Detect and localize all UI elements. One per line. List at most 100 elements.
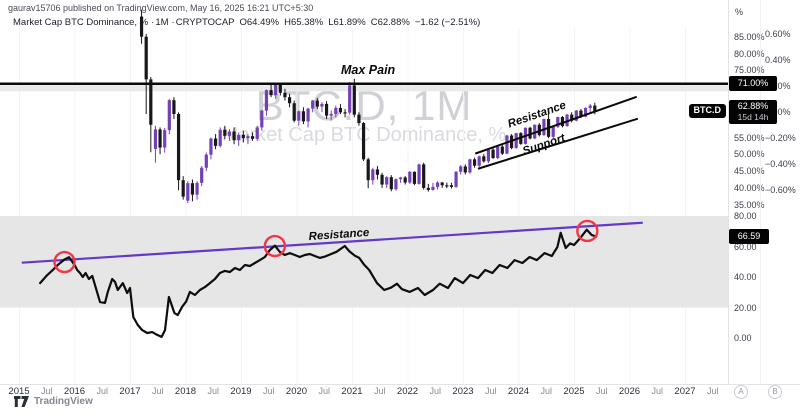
candle-body bbox=[287, 97, 292, 104]
time-tick-year: 2020 bbox=[285, 386, 308, 397]
max-pain-label: Max Pain bbox=[341, 63, 396, 77]
legend-high: H65.38% bbox=[284, 17, 324, 28]
candle-body bbox=[269, 90, 273, 96]
candle-body bbox=[213, 138, 218, 146]
candle-body bbox=[408, 171, 412, 183]
candle-body bbox=[348, 85, 352, 113]
published-info: gaurav15706 published on TradingView.com… bbox=[8, 3, 314, 13]
candle-body bbox=[579, 110, 583, 117]
candle-body bbox=[297, 111, 301, 121]
time-tick-year: 2024 bbox=[507, 386, 530, 397]
time-tick-jul: Jul bbox=[207, 386, 219, 396]
candle-body bbox=[394, 179, 398, 190]
candle-body bbox=[380, 174, 384, 185]
candle-body bbox=[528, 127, 532, 139]
candle-body bbox=[163, 130, 167, 148]
candle-body bbox=[283, 92, 287, 98]
candle-body bbox=[491, 149, 495, 158]
candle-body bbox=[551, 126, 555, 137]
candle-body bbox=[301, 111, 306, 122]
candle-body bbox=[472, 159, 477, 166]
legend-change: −1.62 (−2.51%) bbox=[414, 17, 481, 28]
candle-body bbox=[223, 129, 227, 136]
candle-body bbox=[445, 185, 449, 187]
time-tick-jul: Jul bbox=[484, 386, 497, 396]
candle-body bbox=[176, 113, 181, 181]
candle-body bbox=[149, 79, 153, 125]
tradingview-logo[interactable]: TradingView bbox=[14, 396, 93, 407]
candle-body bbox=[172, 100, 176, 114]
candle-body bbox=[426, 187, 430, 190]
time-tick-jul: Jul bbox=[429, 386, 441, 396]
price-scale[interactable]: 85.00%80.00%75.00%65.00%55.00%50.00%45.0… bbox=[728, 0, 800, 384]
candle-body bbox=[241, 134, 245, 139]
candle-body bbox=[306, 108, 310, 122]
indicator-tick-label: 0.00 bbox=[734, 333, 752, 343]
candle-body bbox=[593, 105, 597, 112]
candle-body bbox=[357, 114, 361, 124]
percent-tick-label: 0.40% bbox=[765, 55, 791, 65]
time-tick-jul: Jul bbox=[151, 386, 164, 396]
candle-body bbox=[375, 169, 380, 175]
time-tick-jul: Jul bbox=[540, 386, 552, 396]
candle-body bbox=[463, 166, 467, 173]
channel-support-line[interactable] bbox=[477, 117, 639, 170]
time-tick-jul: Jul bbox=[262, 386, 275, 396]
candle-body bbox=[588, 105, 592, 108]
candle-body bbox=[583, 107, 588, 117]
candle-body bbox=[533, 124, 537, 139]
scale-toggle-a[interactable]: A bbox=[734, 385, 748, 399]
time-tick-jul: Jul bbox=[373, 386, 386, 396]
candle-body bbox=[496, 146, 500, 158]
candle-body bbox=[324, 103, 329, 116]
percent-tick-label: 0.60% bbox=[765, 29, 791, 39]
percent-tick-label: 0.00% bbox=[765, 107, 791, 117]
indicator-resistance-line[interactable] bbox=[21, 221, 643, 264]
indicator-tick-label: 80.00 bbox=[734, 211, 757, 221]
channel-resistance-line[interactable] bbox=[474, 95, 638, 155]
time-tick-year: 2018 bbox=[174, 386, 197, 397]
time-tick-jul: Jul bbox=[318, 386, 330, 396]
time-tick-year: 2023 bbox=[452, 386, 474, 397]
candle-body bbox=[574, 110, 578, 121]
legend-separator: · bbox=[151, 17, 155, 28]
candle-body bbox=[320, 103, 324, 107]
candle-body bbox=[500, 146, 504, 154]
scale-toggle-b[interactable]: B bbox=[768, 385, 782, 399]
candle-body bbox=[422, 164, 426, 188]
touch-point-circle[interactable] bbox=[263, 234, 287, 258]
candle-body bbox=[468, 159, 472, 173]
candle-body bbox=[181, 180, 185, 197]
symbol-tag: BTC.D bbox=[688, 103, 726, 118]
indicator-line bbox=[38, 228, 598, 338]
percent-tick-label: −0.40% bbox=[765, 159, 796, 169]
candle-body bbox=[167, 100, 171, 131]
max-pain-price-tag: 71.00% bbox=[729, 76, 777, 92]
candle-body bbox=[204, 154, 208, 168]
time-tick-year: 2021 bbox=[341, 386, 363, 397]
candle-body bbox=[338, 107, 343, 113]
candle-body bbox=[398, 177, 403, 180]
candle-body bbox=[139, 16, 144, 37]
time-tick-jul: Jul bbox=[595, 386, 608, 396]
tradingview-logo-text: TradingView bbox=[34, 396, 93, 407]
candle-body bbox=[278, 84, 282, 93]
bar-countdown: 15d 14h bbox=[737, 111, 769, 122]
time-axis-divider bbox=[0, 384, 800, 385]
time-tick-year: 2019 bbox=[230, 386, 252, 397]
candle-body bbox=[274, 84, 278, 96]
candle-body bbox=[311, 100, 315, 109]
touch-point-circle[interactable] bbox=[53, 250, 76, 274]
legend-low: L61.89% bbox=[328, 17, 366, 28]
candle-body bbox=[315, 100, 319, 107]
candle-body bbox=[556, 117, 560, 127]
touch-point-circle[interactable] bbox=[576, 219, 599, 243]
percent-tick-label: −0.20% bbox=[765, 133, 796, 143]
price-tick-label: 75.00% bbox=[734, 65, 765, 76]
scale-divider bbox=[760, 0, 761, 384]
candle-body bbox=[454, 171, 458, 187]
indicator-tick-label: 60.00 bbox=[734, 241, 757, 252]
tradingview-logo-icon bbox=[14, 396, 29, 407]
percent-tick-label: 0.20% bbox=[765, 81, 791, 91]
